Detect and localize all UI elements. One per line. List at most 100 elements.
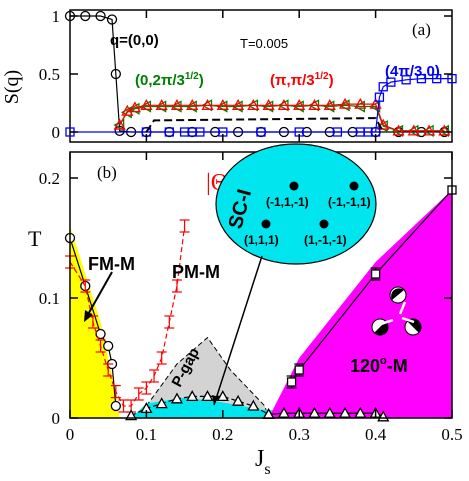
data-point-a-2 (438, 124, 451, 136)
data-point-a-3 (401, 75, 411, 85)
data-point-a-2 (422, 124, 436, 136)
data-point-a-2 (293, 98, 306, 110)
data-point-a-2 (392, 124, 405, 136)
sc-dot (349, 181, 359, 191)
region-label-fm-m: FM-M (88, 254, 135, 274)
data-point-a-2 (155, 98, 168, 110)
data-point-a-0 (110, 68, 121, 80)
panel-b-label: (b) (97, 163, 117, 182)
data-point-a-2 (140, 98, 153, 110)
data-point-a-2 (247, 98, 260, 110)
sc-i-pointer-arrowhead (212, 395, 219, 405)
series-label-q00: q=(0,0) (110, 32, 159, 49)
data-point-a-3 (164, 127, 174, 137)
data-point-a-2 (186, 98, 199, 110)
panel-a-label: (a) (412, 20, 431, 39)
data-point-a-1 (113, 118, 125, 132)
data-point-a-0 (95, 10, 106, 22)
data-point-b-0 (103, 340, 114, 352)
data-point-b-0 (110, 400, 121, 412)
data-point-a-2 (231, 98, 245, 110)
panel-a-ticks: 00.51 (39, 7, 452, 142)
spin-arrow (398, 301, 407, 315)
spin-half (391, 288, 404, 300)
data-point-a-2 (262, 98, 275, 110)
y-tick-label-a: 0.5 (39, 65, 60, 84)
panel-a: 00.51 S(q) (a) T=0.005 q=(0,0) (0,2π/31/… (1, 7, 457, 143)
x-tick-label-b: 0 (66, 425, 75, 444)
data-point-b-3 (231, 394, 245, 406)
panel-b-xlabel: Js (255, 446, 271, 478)
data-point-a-2 (113, 118, 126, 130)
data-point-b-2 (286, 377, 297, 387)
data-point-b-4 (338, 406, 352, 418)
panel-b-series (64, 185, 457, 422)
data-point-a-1 (438, 124, 450, 137)
sc-dot (261, 219, 271, 229)
data-point-a-2 (354, 97, 367, 109)
region-label-pm-m: PM-M (172, 262, 220, 282)
data-point-a-3 (374, 92, 385, 102)
series-line-b-3 (130, 395, 269, 417)
data-point-a-0 (80, 10, 91, 22)
x-tick-label-b: 0.2 (212, 425, 233, 444)
data-point-a-3 (195, 127, 205, 137)
sc-i-inset: SC-I (-1,1,-1) (-1,-1,1) (1,1,1) (1,-1,-… (212, 143, 377, 406)
data-point-a-0 (106, 14, 118, 25)
series-label-blue: (4π/3,0) (385, 63, 440, 80)
data-point-b-3 (170, 392, 184, 404)
data-point-b-3 (155, 397, 168, 409)
data-point-a-2 (323, 98, 336, 110)
data-point-b-4 (323, 406, 336, 418)
panel-a-series (64, 10, 457, 138)
data-point-a-2 (338, 97, 352, 109)
series-line-a-3 (70, 78, 452, 133)
data-point-a-2 (170, 98, 184, 110)
data-point-b-4 (354, 406, 367, 418)
data-point-b-2 (294, 365, 304, 375)
data-point-a-3 (256, 127, 266, 137)
fm-m-pointer-arrow (85, 271, 113, 319)
data-point-a-3 (416, 73, 427, 84)
data-point-a-2 (377, 118, 390, 130)
data-point-a-2 (201, 98, 214, 110)
y-tick-label-b: 0 (52, 409, 61, 428)
spin-arrow (374, 318, 394, 328)
data-point-b-2 (370, 269, 381, 279)
data-point-b-4 (308, 406, 321, 418)
panel-b-ylabel: T (28, 226, 42, 251)
data-point-b-0 (95, 328, 106, 340)
region-120-m (268, 190, 452, 418)
data-point-b-3 (201, 390, 214, 402)
data-point-a-2 (369, 97, 382, 109)
data-point-b-3 (186, 390, 199, 402)
y-tick-label-a: 0 (52, 123, 61, 142)
spin-triangle-icon (371, 286, 422, 336)
x-tick-label-b: 0.3 (289, 425, 310, 444)
series-line-a-4 (145, 117, 385, 133)
data-point-a-3 (386, 77, 396, 87)
data-point-b-3 (247, 399, 260, 411)
sc-i-ellipse (215, 143, 377, 265)
data-point-a-2 (308, 98, 321, 110)
spin-half (374, 321, 389, 336)
temperature-annotation: T=0.005 (240, 36, 288, 51)
data-point-a-3 (332, 127, 343, 137)
sc-dot (319, 219, 329, 229)
data-point-a-2 (216, 98, 229, 110)
sc-pattern-label: (-1,1,-1) (266, 195, 309, 209)
spin-arrow (401, 316, 415, 324)
y-tick-label-b: 0.2 (39, 169, 60, 188)
x-tick-label-b: 0.5 (441, 425, 462, 444)
data-point-a-3 (432, 73, 442, 84)
y-tick-label-a: 1 (52, 7, 61, 26)
sc-pattern-label: (-1,-1,1) (328, 195, 371, 209)
panel-a-ylabel: S(q) (1, 70, 23, 104)
data-point-a-2 (407, 124, 420, 136)
data-point-b-3 (216, 390, 229, 402)
panel-a-frame (69, 9, 453, 143)
fm-m-pointer-arrowhead (84, 310, 93, 322)
x-tick-label-b: 0.4 (365, 425, 387, 444)
region-label-120-m: 120o-M (350, 355, 408, 376)
